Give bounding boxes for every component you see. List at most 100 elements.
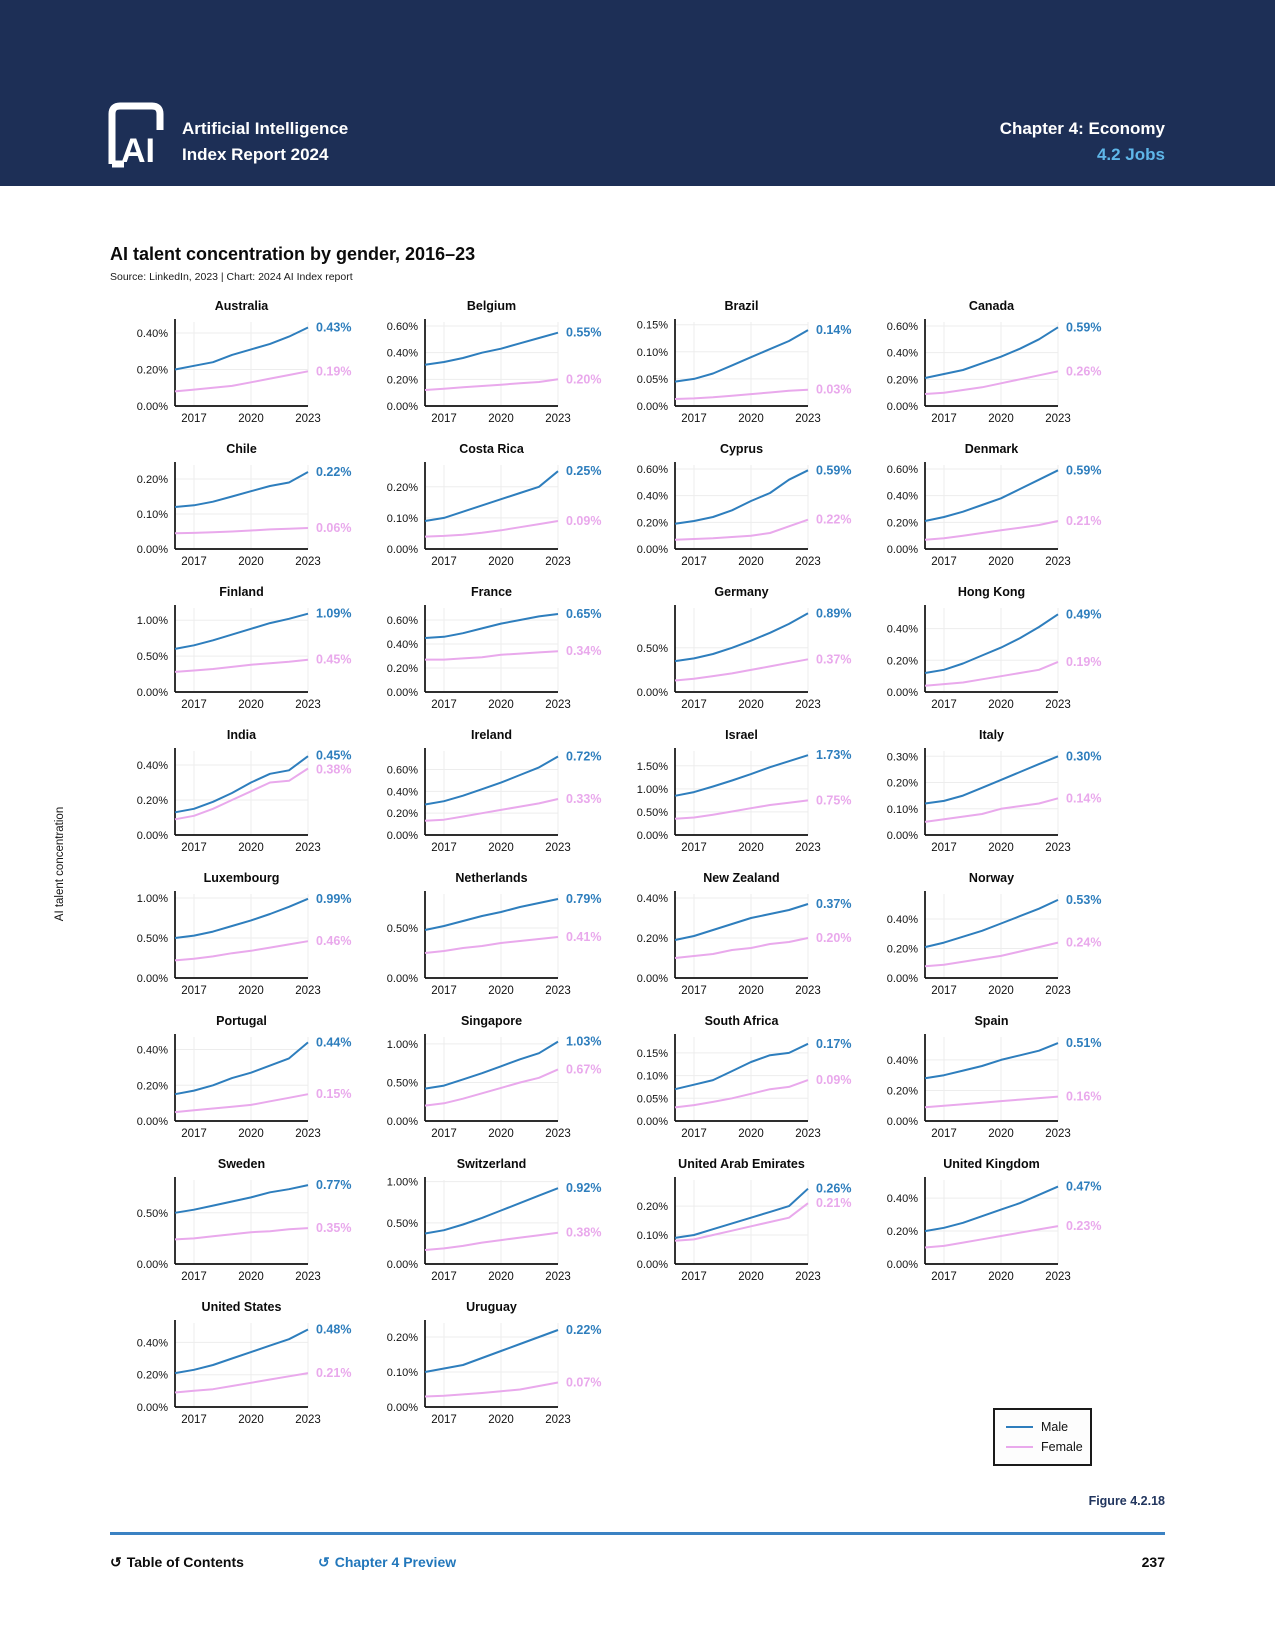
- table-of-contents-link[interactable]: ↺ Table of Contents: [110, 1554, 244, 1570]
- female-end-label: 0.20%: [816, 931, 851, 945]
- chart-title: Australia: [215, 299, 270, 313]
- female-line: [174, 1093, 309, 1114]
- female-end-label: 0.67%: [566, 1062, 601, 1076]
- chapter-preview-link[interactable]: ↺ Chapter 4 Preview: [318, 1554, 457, 1570]
- female-end-label: 0.24%: [1066, 936, 1101, 950]
- x-tick-label: 2017: [181, 842, 207, 854]
- chart-germany: 0.00% 0.50% 2017 2020 2023 Germany 0.89% 0.37%: [620, 582, 870, 725]
- y-tick-label: 0.00%: [637, 401, 668, 413]
- y-tick-label: 0.00%: [887, 1116, 918, 1128]
- male-end-label: 1.03%: [566, 1035, 601, 1049]
- country-chart-svg: 0.00% 0.20% 0.40% 2017 2020 2023 Portugal 0.44%…: [137, 1014, 352, 1140]
- y-tick-label: 0.20%: [387, 482, 418, 494]
- x-tick-label: 2017: [181, 985, 207, 997]
- female-line: [174, 767, 309, 821]
- male-end-label: 0.47%: [1066, 1180, 1101, 1194]
- chart-title: Luxembourg: [204, 871, 280, 885]
- female-end-label: 0.22%: [816, 513, 851, 527]
- female-line: [424, 520, 559, 538]
- y-tick-label: 0.40%: [387, 348, 418, 360]
- male-end-label: 0.77%: [316, 1178, 351, 1192]
- male-line: [924, 898, 1059, 949]
- female-end-label: 0.03%: [816, 383, 851, 397]
- male-line: [674, 329, 809, 383]
- small-multiples-grid: 0.00% 0.20% 0.40% 2017 2020 2023 Australia 0.43…: [120, 296, 1120, 1440]
- y-tick-label: 0.40%: [637, 491, 668, 503]
- male-line: [424, 1040, 559, 1090]
- x-tick-label: 2020: [738, 1128, 764, 1140]
- y-tick-label: 0.20%: [887, 1226, 918, 1238]
- x-tick-label: 2023: [795, 985, 821, 997]
- female-line: [674, 799, 809, 820]
- male-end-label: 0.51%: [1066, 1036, 1101, 1050]
- y-tick-label: 0.60%: [637, 464, 668, 476]
- chart-title: Cyprus: [720, 442, 763, 456]
- chart-title: United Arab Emirates: [678, 1157, 805, 1171]
- country-chart-svg: 0.00% 0.20% 0.40% 2017 2020 2023 United States…: [137, 1300, 352, 1426]
- male-line: [424, 470, 559, 522]
- female-end-label: 0.14%: [1066, 791, 1101, 805]
- female-line: [174, 1372, 309, 1394]
- male-end-label: 0.45%: [316, 748, 351, 762]
- chart-luxembourg: 0.00% 0.50% 1.00% 2017 2020 2023 Luxembourg 0.9…: [120, 868, 370, 1011]
- y-tick-label: 0.00%: [887, 401, 918, 413]
- y-tick-label: 0.60%: [887, 464, 918, 476]
- y-tick-label: 0.00%: [137, 1116, 168, 1128]
- y-tick-label: 0.15%: [637, 320, 668, 332]
- y-tick-label: 0.40%: [887, 1193, 918, 1205]
- y-tick-label: 0.40%: [137, 1337, 168, 1349]
- x-tick-label: 2017: [931, 413, 957, 425]
- male-end-label: 0.30%: [1066, 749, 1101, 763]
- y-tick-label: 0.50%: [637, 807, 668, 819]
- x-tick-label: 2020: [238, 556, 264, 568]
- male-end-label: 0.22%: [316, 465, 351, 479]
- y-tick-label: 0.40%: [137, 760, 168, 772]
- male-line: [174, 1184, 309, 1214]
- chart-title: Hong Kong: [958, 585, 1025, 599]
- chart-israel: 0.00% 0.50% 1.00% 1.50% 2017 2020 2023 Israel 1.…: [620, 725, 870, 868]
- x-tick-label: 2017: [181, 1271, 207, 1283]
- x-tick-label: 2023: [1045, 1128, 1071, 1140]
- y-tick-label: 0.60%: [387, 321, 418, 333]
- x-tick-label: 2017: [681, 1128, 707, 1140]
- x-tick-label: 2017: [931, 985, 957, 997]
- x-tick-label: 2023: [545, 1128, 571, 1140]
- male-line: [674, 754, 809, 797]
- chart-title: Singapore: [461, 1014, 522, 1028]
- back-arrow-icon: ↺: [110, 1554, 122, 1570]
- female-end-label: 0.16%: [1066, 1090, 1101, 1104]
- male-end-label: 0.17%: [816, 1037, 851, 1051]
- male-end-label: 0.59%: [1066, 463, 1101, 477]
- chart-netherlands: 0.00% 0.50% 2017 2020 2023 Netherlands 0.79% 0.…: [370, 868, 620, 1011]
- female-end-label: 0.37%: [816, 652, 851, 666]
- x-tick-label: 2023: [1045, 699, 1071, 711]
- y-tick-label: 0.10%: [637, 1071, 668, 1083]
- male-line: [924, 469, 1059, 522]
- y-tick-label: 0.40%: [637, 893, 668, 905]
- y-tick-label: 0.40%: [887, 1055, 918, 1067]
- x-tick-label: 2017: [431, 1414, 457, 1426]
- female-end-label: 0.38%: [566, 1226, 601, 1240]
- chart-block-title: AI talent concentration by gender, 2016–…: [110, 244, 476, 264]
- x-tick-label: 2020: [738, 842, 764, 854]
- chart-title: Norway: [969, 871, 1014, 885]
- y-tick-label: 0.00%: [387, 1402, 418, 1414]
- male-line-swatch: [1006, 1425, 1033, 1429]
- female-line: [424, 936, 559, 954]
- x-tick-label: 2023: [795, 1271, 821, 1283]
- chart-united-kingdom: 0.00% 0.20% 0.40% 2017 2020 2023 United Kingdo…: [870, 1154, 1120, 1297]
- x-tick-label: 2017: [181, 1414, 207, 1426]
- male-line: [174, 326, 309, 371]
- y-tick-label: 0.60%: [387, 615, 418, 627]
- chart-title: India: [227, 728, 257, 742]
- male-end-label: 0.53%: [1066, 893, 1101, 907]
- country-chart-svg: 0.00% 0.20% 0.40% 0.60% 2017 2020 2023 France 0.…: [387, 585, 602, 711]
- male-line: [424, 898, 559, 931]
- country-chart-svg: 0.00% 0.20% 0.40% 0.60% 2017 2020 2023 Ireland 0…: [387, 728, 602, 854]
- female-end-label: 0.20%: [566, 372, 601, 386]
- chart-sweden: 0.00% 0.50% 2017 2020 2023 Sweden 0.77% 0.35%: [120, 1154, 370, 1297]
- x-tick-label: 2023: [545, 985, 571, 997]
- y-tick-label: 0.20%: [637, 517, 668, 529]
- chart-australia: 0.00% 0.20% 0.40% 2017 2020 2023 Australia 0.43…: [120, 296, 370, 439]
- female-line: [425, 650, 559, 661]
